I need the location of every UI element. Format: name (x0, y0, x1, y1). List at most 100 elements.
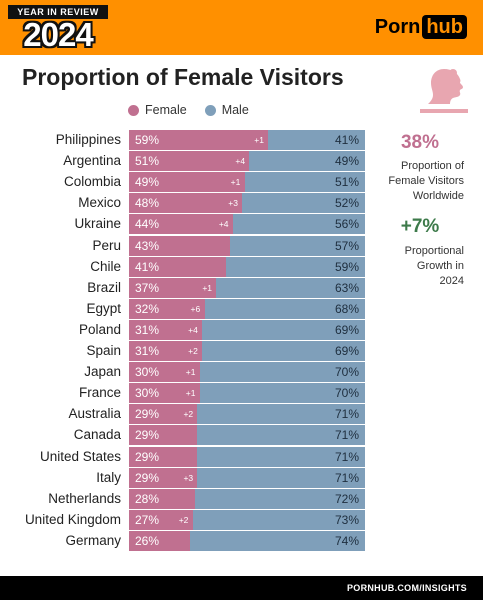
chart-row: Philippines 59% 41% +1 (0, 130, 483, 150)
male-value-label: 72% (334, 491, 359, 506)
badge-top-text: YEAR IN REVIEW (8, 5, 108, 19)
chart-row: Peru 43% 57% (0, 235, 483, 256)
bar-female (129, 341, 203, 361)
bar-male (197, 446, 365, 467)
country-label: Colombia (63, 174, 121, 190)
female-head-silhouette-icon (420, 69, 468, 113)
bar-male (199, 362, 365, 383)
legend-label-male: Male (221, 103, 249, 117)
country-label: Poland (78, 321, 121, 337)
female-value-label: 29% (135, 428, 160, 443)
growth-label: +6 (190, 303, 201, 314)
chart-row: Canada 29% 71% (0, 425, 483, 446)
growth-label: +3 (183, 472, 194, 483)
bar-male (202, 319, 365, 340)
footer-bar: PORNHUB.COM/INSIGHTS (0, 576, 483, 600)
bar-female (129, 130, 269, 150)
bar-male (230, 235, 365, 256)
bar-male (202, 341, 365, 361)
country-label: Italy (96, 469, 121, 485)
bar-male (197, 425, 365, 446)
bar-female (129, 383, 200, 404)
proportional-growth-label: Proportional Growth in 2024 (404, 245, 464, 287)
chart-row: United States 29% 71% (0, 446, 483, 467)
header-bar: YEAR IN REVIEW 2024 Porn hub (0, 0, 483, 55)
brand-logo[interactable]: Porn hub (375, 15, 467, 39)
growth-label: +1 (185, 388, 196, 399)
bar-female (129, 193, 243, 214)
bar-male (216, 277, 365, 298)
female-value-label: 29% (135, 407, 160, 422)
chart-legend: Female Male (128, 103, 267, 117)
bar-male (249, 151, 365, 172)
female-value-label: 59% (135, 133, 160, 147)
bar-male (242, 193, 365, 214)
growth-label: +1 (202, 282, 213, 293)
legend-swatch-male (204, 104, 216, 116)
bar-female (129, 488, 196, 509)
male-value-label: 59% (334, 259, 359, 274)
bar-male (232, 214, 365, 235)
country-label: Japan (84, 364, 121, 380)
male-value-label: 69% (334, 322, 359, 337)
male-value-label: 63% (334, 280, 359, 295)
chart-row: Poland 31% 69% +4 (0, 319, 483, 340)
growth-label: +4 (188, 324, 198, 335)
bar-male (204, 298, 365, 319)
country-label: United Kingdom (24, 511, 121, 527)
male-value-label: 71% (334, 428, 359, 443)
female-value-label: 31% (135, 322, 160, 337)
bar-female (129, 530, 191, 551)
bar-female (129, 235, 231, 256)
female-value-label: 26% (135, 533, 160, 548)
male-value-label: 51% (334, 175, 359, 190)
growth-label: +2 (183, 409, 194, 420)
growth-label: +1 (185, 367, 196, 378)
chart-row: Netherlands 28% 72% (0, 488, 483, 509)
male-value-label: 73% (334, 512, 359, 527)
country-label: Egypt (86, 300, 121, 316)
bar-female (129, 298, 205, 319)
female-value-label: 29% (135, 470, 160, 485)
bar-male (197, 467, 365, 488)
female-value-label: 44% (135, 217, 160, 232)
male-value-label: 71% (334, 449, 359, 464)
chart-row: Egypt 32% 68% +6 (0, 298, 483, 319)
legend-item-female: Female (128, 103, 187, 117)
male-value-label: 57% (334, 238, 359, 253)
country-label: Peru (92, 237, 121, 253)
footer-url-link[interactable]: PORNHUB.COM/INSIGHTS (346, 583, 467, 593)
country-label: Mexico (78, 195, 121, 211)
growth-label: +3 (228, 198, 238, 209)
chart-row: Germany 26% 74% (0, 530, 483, 551)
bar-male (199, 383, 365, 404)
bar-female (129, 277, 217, 298)
bar-female (129, 172, 245, 193)
country-label: Germany (65, 532, 121, 548)
bar-female (129, 446, 198, 467)
female-value-label: 28% (135, 491, 160, 506)
country-label: United States (39, 448, 121, 464)
female-value-label: 29% (135, 449, 160, 464)
chart-row: Italy 29% 71% +3 (0, 467, 483, 488)
growth-label: +1 (230, 177, 241, 188)
chart-row: Australia 29% 71% +2 (0, 404, 483, 425)
proportional-growth: +7% (400, 216, 440, 237)
bar-male (244, 172, 365, 193)
country-label: France (78, 385, 121, 401)
bar-male (225, 256, 365, 277)
chart-row: France 30% 70% +1 (0, 383, 483, 404)
female-value-label: 31% (135, 344, 160, 358)
legend-label-female: Female (145, 103, 187, 117)
country-label: Spain (86, 343, 121, 358)
bar-male (197, 404, 365, 425)
male-value-label: 69% (334, 344, 359, 358)
growth-label: +4 (218, 219, 229, 230)
bar-male (268, 130, 365, 150)
bar-male (195, 488, 365, 509)
worldwide-female-share: 38% (400, 132, 440, 153)
legend-swatch-female (128, 104, 139, 116)
country-label: Argentina (63, 153, 121, 169)
chart-row: Spain 31% 69% +2 (0, 341, 483, 361)
bar-female (129, 425, 198, 446)
